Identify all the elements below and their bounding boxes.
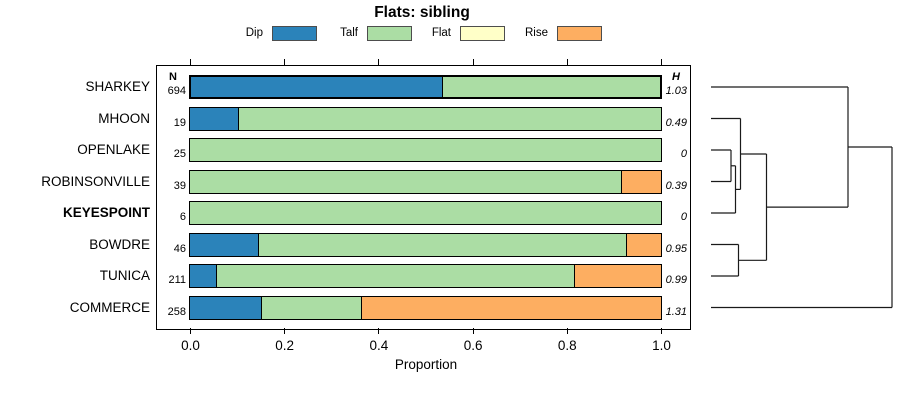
axis-tick-top: [566, 59, 568, 65]
legend-swatch-talf: [367, 26, 412, 41]
axis-tick-bottom: [472, 327, 474, 334]
row-label-sharkey: SHARKEY: [85, 79, 150, 94]
bar-segment-rise: [627, 233, 661, 256]
n-value: 39: [173, 179, 186, 192]
axis-tick-top: [190, 59, 191, 65]
axis-tick-top: [661, 59, 662, 65]
row-label-keyespoint: KEYESPOINT: [62, 205, 150, 220]
axis-tick-bottom: [661, 327, 662, 334]
n-value: 6: [179, 211, 186, 223]
legend-label-talf: Talf: [340, 27, 358, 39]
legend-swatch-dip: [272, 26, 317, 41]
axis-tick-label: 0.8: [557, 338, 577, 353]
h-value: 0.39: [665, 179, 687, 192]
axis-tick-label: 1.0: [652, 338, 671, 353]
axis-tick-top: [284, 59, 286, 65]
bar-segment-rise: [574, 265, 661, 287]
bar-segment-talf: [259, 233, 628, 256]
bar-segment-talf: [442, 77, 660, 97]
h-value: 0: [680, 148, 687, 160]
bar-keyespoint: [189, 201, 662, 225]
bar-commerce: [189, 295, 662, 320]
bar-segment-talf: [190, 170, 622, 193]
n-column-header: N: [169, 71, 177, 83]
bar-openlake: [189, 138, 662, 162]
bar-segment-talf: [239, 107, 661, 130]
plot-panel: [155, 64, 691, 330]
bar-segment-dip: [190, 296, 263, 319]
legend-label-flat: Flat: [431, 27, 451, 39]
x-axis-title: Proportion: [394, 357, 458, 372]
row-label-bowdre: BOWDRE: [89, 236, 150, 252]
h-value: 0: [680, 211, 687, 223]
bar-segment-dip: [190, 107, 240, 130]
bar-segment-talf: [190, 202, 661, 224]
axis-tick-label: 0.0: [181, 338, 200, 353]
legend-swatch-rise: [557, 26, 602, 41]
n-value: 258: [167, 305, 186, 318]
axis-tick-bottom: [284, 327, 286, 334]
bar-sharkey: [189, 75, 662, 99]
axis-tick-top: [378, 59, 380, 65]
bar-segment-rise: [621, 170, 661, 193]
h-value: 1.31: [665, 305, 687, 318]
bar-mhoon: [189, 106, 662, 131]
n-value: 694: [167, 85, 186, 97]
row-label-tunica: TUNICA: [99, 268, 150, 283]
n-value: 19: [173, 116, 186, 129]
h-value: 0.99: [665, 274, 687, 286]
n-value: 46: [173, 242, 186, 255]
bar-bowdre: [189, 232, 662, 257]
bar-segment-rise: [361, 296, 661, 319]
axis-tick-bottom: [566, 327, 568, 334]
h-value: 1.03: [665, 85, 687, 97]
bar-segment-talf: [216, 265, 575, 287]
legend-label-dip: Dip: [245, 27, 263, 39]
chart-title: Flats: sibling: [374, 4, 470, 21]
row-label-mhoon: MHOON: [98, 110, 150, 126]
h-value: 0.49: [665, 116, 687, 129]
row-label-robinsonville: ROBINSONVILLE: [41, 173, 150, 189]
legend-label-rise: Rise: [524, 27, 548, 39]
axis-tick-top: [472, 59, 474, 65]
h-column-header: H: [672, 71, 680, 83]
bar-segment-dip: [190, 233, 260, 256]
axis-tick-bottom: [190, 327, 191, 334]
row-label-commerce: COMMERCE: [69, 299, 150, 315]
axis-tick-label: 0.4: [369, 338, 389, 353]
n-value: 25: [173, 148, 186, 160]
legend-swatch-flat: [460, 26, 505, 41]
axis-tick-bottom: [378, 327, 380, 334]
bar-segment-dip: [190, 265, 217, 287]
bar-tunica: [189, 264, 662, 288]
row-label-openlake: OPENLAKE: [77, 142, 150, 157]
bar-segment-talf: [190, 139, 661, 161]
n-value: 211: [168, 274, 186, 286]
h-value: 0.95: [665, 242, 687, 255]
bar-segment-dip: [191, 77, 443, 97]
bar-robinsonville: [189, 169, 662, 194]
axis-tick-label: 0.2: [275, 338, 295, 353]
bar-segment-talf: [262, 296, 362, 319]
axis-tick-label: 0.6: [463, 338, 483, 353]
